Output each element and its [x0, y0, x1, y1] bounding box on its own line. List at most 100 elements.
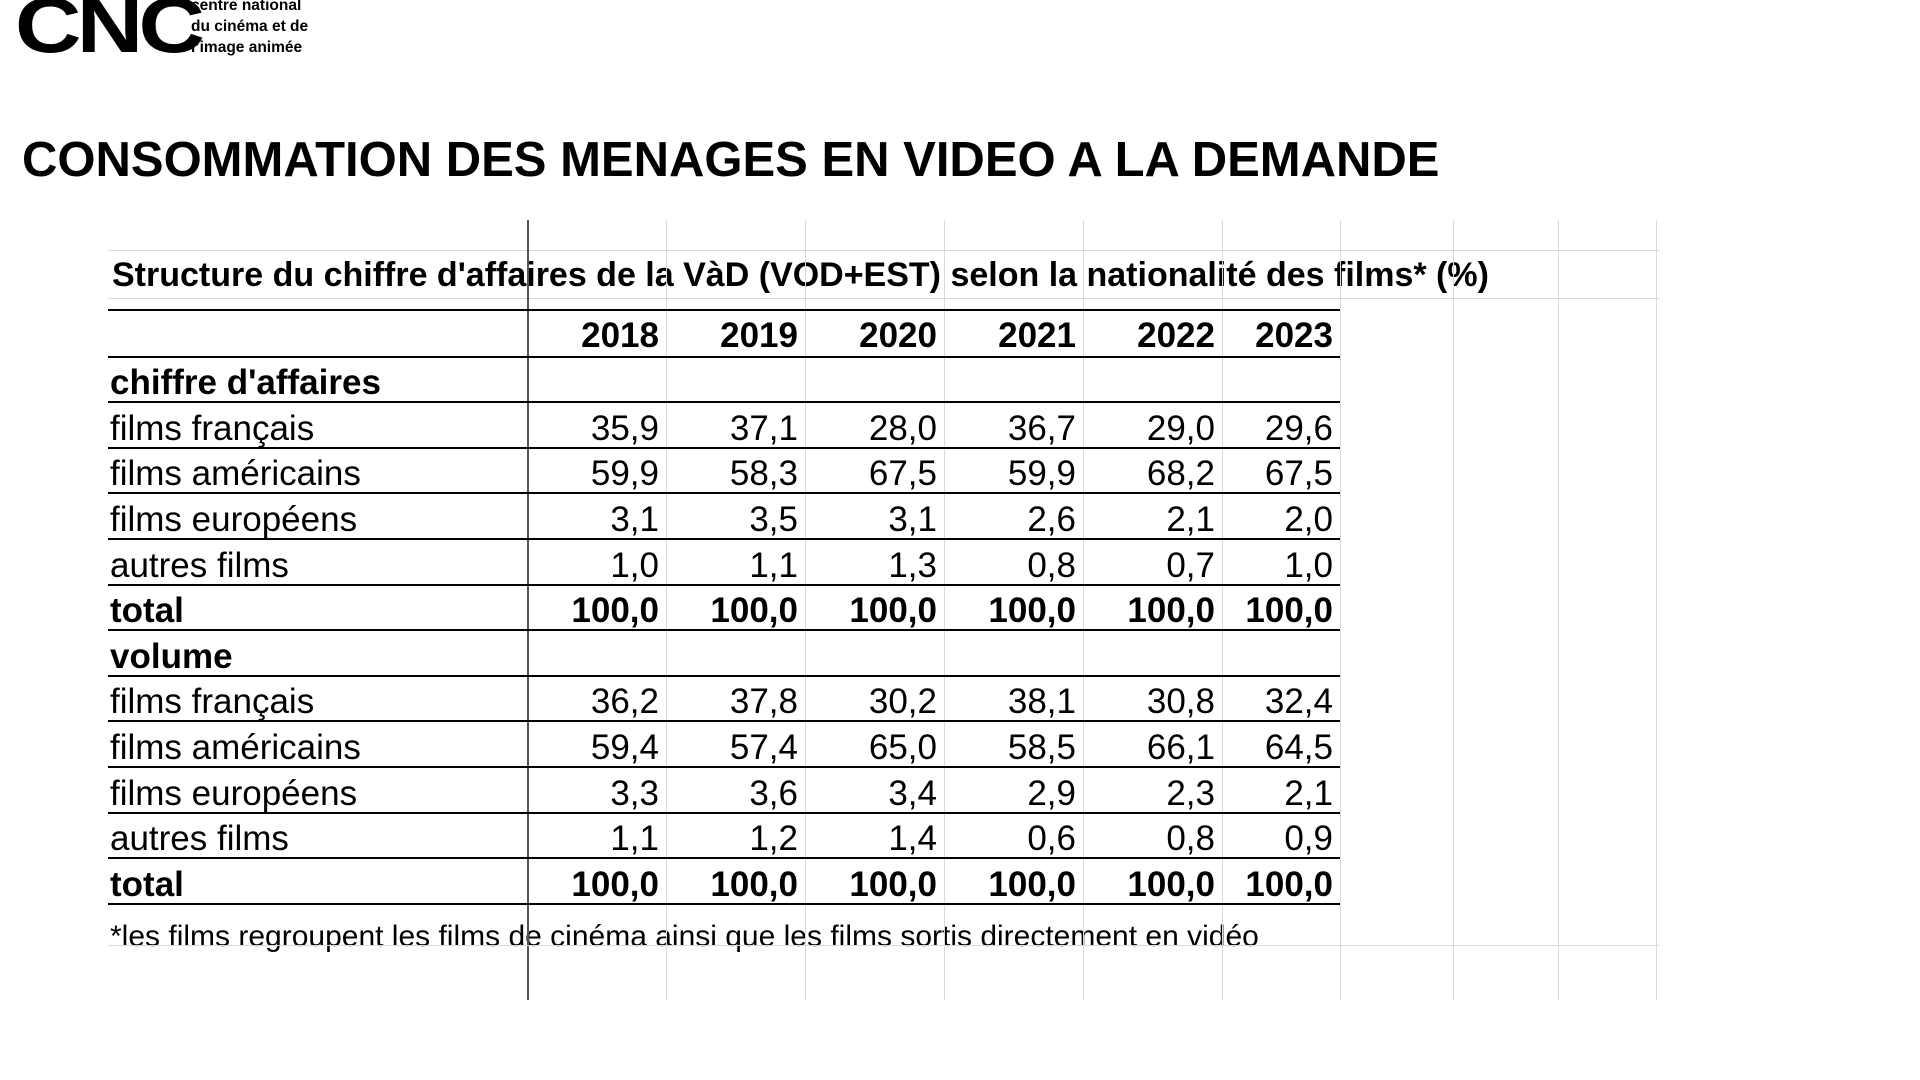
- value-cell: 100,0: [988, 591, 1076, 631]
- value-cell: 59,9: [590, 454, 659, 494]
- value-cell: 3,3: [610, 773, 659, 813]
- value-cell: 2,9: [1027, 773, 1076, 813]
- value-cell: 65,0: [868, 727, 937, 767]
- value-cell: 0,9: [1284, 819, 1333, 859]
- value-cell: 3,4: [888, 773, 937, 813]
- value-cell: 0,8: [1027, 545, 1076, 585]
- value-cell: 0,8: [1166, 819, 1215, 859]
- value-cell: 2,1: [1166, 499, 1215, 539]
- section-heading-row: chiffre d'affaires: [108, 358, 528, 404]
- value-cell: 100,0: [710, 591, 798, 631]
- value-cell: 66,1: [1146, 727, 1215, 767]
- row-label: films européens: [110, 773, 358, 813]
- table-row: films américains 59,9 58,3 67,5 59,9 68,2 67,5: [108, 449, 1339, 495]
- value-cell: 1,0: [610, 545, 659, 585]
- value-cell: 28,0: [868, 408, 937, 448]
- value-cell: 3,1: [610, 499, 659, 539]
- value-cell: 67,5: [868, 454, 937, 494]
- logo-line: l’image animée: [191, 39, 303, 56]
- value-cell: 100,0: [1245, 591, 1333, 631]
- value-cell: 100,0: [710, 864, 798, 904]
- value-cell: 38,1: [1007, 682, 1076, 722]
- year-header: 2019: [720, 315, 798, 355]
- value-cell: 57,4: [729, 727, 798, 767]
- value-cell: 100,0: [1245, 864, 1333, 904]
- value-cell: 68,2: [1146, 454, 1215, 494]
- logo-line: du cinéma et de: [191, 18, 309, 35]
- table-subtitle: Structure du chiffre d'affaires de la Và…: [112, 256, 1489, 294]
- value-cell: 67,5: [1264, 454, 1333, 494]
- value-cell: 58,5: [1007, 727, 1076, 767]
- value-cell: 3,6: [749, 773, 798, 813]
- value-cell: 1,0: [1284, 545, 1333, 585]
- logo-mark: CNC: [15, 0, 205, 69]
- value-cell: 30,8: [1146, 682, 1215, 722]
- value-cell: 36,7: [1007, 408, 1076, 448]
- value-cell: 37,8: [729, 682, 798, 722]
- value-cell: 1,2: [749, 819, 798, 859]
- row-label: films français: [110, 682, 315, 722]
- data-table: Structure du chiffre d'affaires de la Và…: [108, 220, 1660, 1000]
- value-cell: 2,6: [1027, 499, 1076, 539]
- cnc-logo: CNC centre national du cinéma et de l’im…: [15, 0, 335, 64]
- year-header: 2022: [1137, 315, 1215, 355]
- year-header-row: 2018 2019 2020 2021 2022 2023: [108, 310, 1339, 356]
- row-label: films américains: [110, 454, 361, 494]
- table-row: films américains 59,4 57,4 65,0 58,5 66,1 64,5: [108, 722, 1339, 768]
- value-cell: 30,2: [868, 682, 937, 722]
- row-label: films américains: [110, 727, 361, 767]
- value-cell: 29,0: [1146, 408, 1215, 448]
- table-row: films européens 3,3 3,6 3,4 2,9 2,3 2,1: [108, 768, 1339, 814]
- value-cell: 2,0: [1284, 499, 1333, 539]
- value-cell: 58,3: [729, 454, 798, 494]
- row-label: films français: [110, 408, 315, 448]
- value-cell: 1,1: [749, 545, 798, 585]
- total-row: total 100,0 100,0 100,0 100,0 100,0 100,0: [108, 586, 1339, 632]
- value-cell: 100,0: [1127, 864, 1215, 904]
- value-cell: 100,0: [1127, 591, 1215, 631]
- value-cell: 64,5: [1264, 727, 1333, 767]
- value-cell: 1,3: [888, 545, 937, 585]
- value-cell: 59,4: [590, 727, 659, 767]
- table-footnote: *les films regroupent les films de ciném…: [110, 920, 1259, 953]
- year-header: 2021: [998, 315, 1076, 355]
- logo-caption: centre national du cinéma et de l’image …: [191, 0, 308, 58]
- value-cell: 1,1: [610, 819, 659, 859]
- value-cell: 3,1: [888, 499, 937, 539]
- year-header: 2018: [581, 315, 659, 355]
- row-label: total: [110, 864, 184, 904]
- value-cell: 100,0: [849, 864, 937, 904]
- section-heading-row: volume: [108, 631, 528, 677]
- table-row: autres films 1,0 1,1 1,3 0,8 0,7 1,0: [108, 540, 1339, 586]
- table-row: autres films 1,1 1,2 1,4 0,6 0,8 0,9: [108, 814, 1339, 860]
- page-title: CONSOMMATION DES MENAGES EN VIDEO A LA D…: [22, 133, 1440, 187]
- row-label: autres films: [110, 545, 289, 585]
- table-row: films français 35,9 37,1 28,0 36,7 29,0 29,6: [108, 403, 1339, 449]
- value-cell: 35,9: [590, 408, 659, 448]
- year-header: 2020: [859, 315, 937, 355]
- value-cell: 2,1: [1284, 773, 1333, 813]
- value-cell: 100,0: [849, 591, 937, 631]
- section-heading: volume: [110, 636, 233, 676]
- row-label: films européens: [110, 499, 358, 539]
- value-cell: 0,7: [1166, 545, 1215, 585]
- total-row: total 100,0 100,0 100,0 100,0 100,0 100,0: [108, 859, 1339, 905]
- value-cell: 100,0: [571, 591, 659, 631]
- value-cell: 32,4: [1264, 682, 1333, 722]
- table-row: films européens 3,1 3,5 3,1 2,6 2,1 2,0: [108, 494, 1339, 540]
- value-cell: 100,0: [988, 864, 1076, 904]
- value-cell: 0,6: [1027, 819, 1076, 859]
- logo-line: centre national: [191, 0, 302, 14]
- value-cell: 59,9: [1007, 454, 1076, 494]
- table-row: films français 36,2 37,8 30,2 38,1 30,8 32,4: [108, 677, 1339, 723]
- value-cell: 36,2: [590, 682, 659, 722]
- row-label: autres films: [110, 819, 289, 859]
- value-cell: 100,0: [571, 864, 659, 904]
- value-cell: 2,3: [1166, 773, 1215, 813]
- year-header: 2023: [1255, 315, 1333, 355]
- value-cell: 37,1: [729, 408, 798, 448]
- section-heading: chiffre d'affaires: [110, 363, 381, 403]
- value-cell: 1,4: [888, 819, 937, 859]
- value-cell: 3,5: [749, 499, 798, 539]
- value-cell: 29,6: [1264, 408, 1333, 448]
